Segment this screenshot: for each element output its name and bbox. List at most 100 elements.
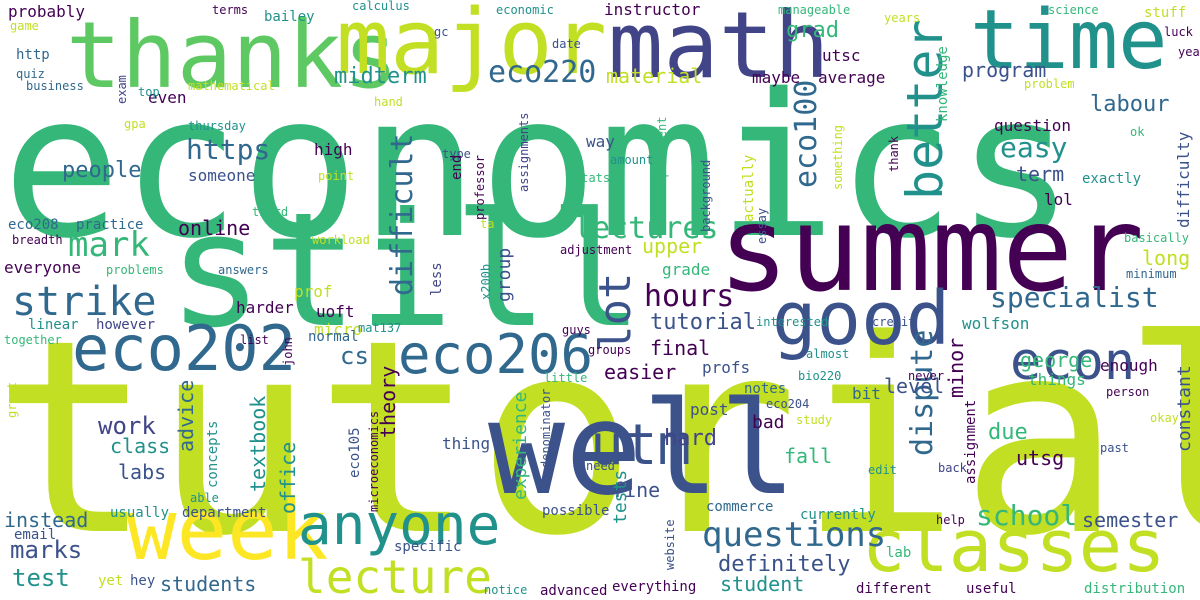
word: ok [1130,125,1145,139]
word: eco204 [766,397,810,411]
word: practice [76,217,144,233]
word: specific [394,539,462,555]
word: econ [1010,332,1136,392]
word: maybe [752,68,801,87]
word: never [908,369,945,383]
word: exam [115,75,129,104]
word: everyone [4,258,82,277]
word: normal [308,329,359,345]
word: definitely [718,552,851,577]
word: term [1016,162,1065,186]
word: gpa [124,117,146,131]
word: uoft [316,302,355,321]
word: strike [12,279,157,325]
word: science [1048,3,1099,17]
word: things [1028,370,1086,389]
word: tests [610,469,631,524]
word: top [138,85,160,99]
word: useful [966,581,1017,597]
word: post [690,400,729,419]
word: students [160,572,257,596]
word: labour [1090,92,1170,117]
word: material [606,64,703,88]
word: grad [786,18,839,43]
word: grade [662,260,711,279]
word: person [1106,385,1150,399]
word: economic [496,3,554,17]
word: edit [868,463,897,477]
word: george [1020,348,1093,372]
word: requirement [655,116,669,196]
word: end [449,154,465,180]
word: program [962,58,1047,82]
word: eco206 [398,323,594,386]
word: basically [1124,231,1190,245]
word: test [12,564,70,592]
word: usually [110,505,170,521]
word: bad [752,412,785,433]
word: lol [1044,190,1073,209]
word: tutorial [650,310,756,335]
word: easy [1000,131,1068,164]
word: class [110,434,171,458]
word: department [182,505,267,521]
word: something [831,124,845,190]
word: denominator [539,388,553,468]
word: game [10,19,39,33]
word: knowledge [935,46,951,122]
word: https [186,133,271,166]
word: almost [806,347,850,361]
word: background [699,159,713,232]
word: third [252,205,289,219]
word: commerce [706,499,774,515]
word: actually [741,154,757,222]
word: someone [188,166,256,185]
word: fall [784,444,833,468]
word: cs [340,342,369,370]
word: long [1142,246,1191,270]
word: student [720,572,805,596]
word: lectures [574,211,719,246]
word: marks [10,536,83,564]
word: tutorials [0,283,1200,595]
word: adjustment [560,243,633,257]
word: breadth [12,233,63,247]
word: advanced [540,583,608,599]
word: probably [8,2,86,21]
word: semester [1082,508,1179,532]
word: study [796,413,833,427]
word: notes [744,381,787,397]
word: interested [756,315,829,329]
word: stats [574,171,611,185]
word: harder [236,298,294,317]
word: type [442,147,471,161]
word: due [988,420,1028,445]
word: office [276,441,300,514]
word: business [26,79,84,93]
word: theory [376,365,400,438]
word: eco208 [8,217,59,233]
word: however [96,317,156,333]
word: http [16,47,50,63]
word: profs [702,358,751,377]
word: time [970,0,1168,88]
word: different [856,581,932,597]
word: eco202 [72,312,296,385]
word: lab [886,545,912,561]
word: math [608,0,830,99]
word: anyone [298,493,501,558]
word: problem [1024,77,1075,91]
word: well [488,375,797,524]
word: lot [590,272,641,352]
word: credit [872,315,916,329]
word: professor [473,154,487,220]
word: way [586,132,615,151]
word: good [772,276,951,362]
word: email [14,527,57,543]
word: textbook [246,395,270,492]
word: thing [442,434,491,453]
word: difficulty [1174,131,1193,228]
word: assignment [963,399,979,484]
word: classes [862,504,1166,588]
word: question [994,116,1072,135]
